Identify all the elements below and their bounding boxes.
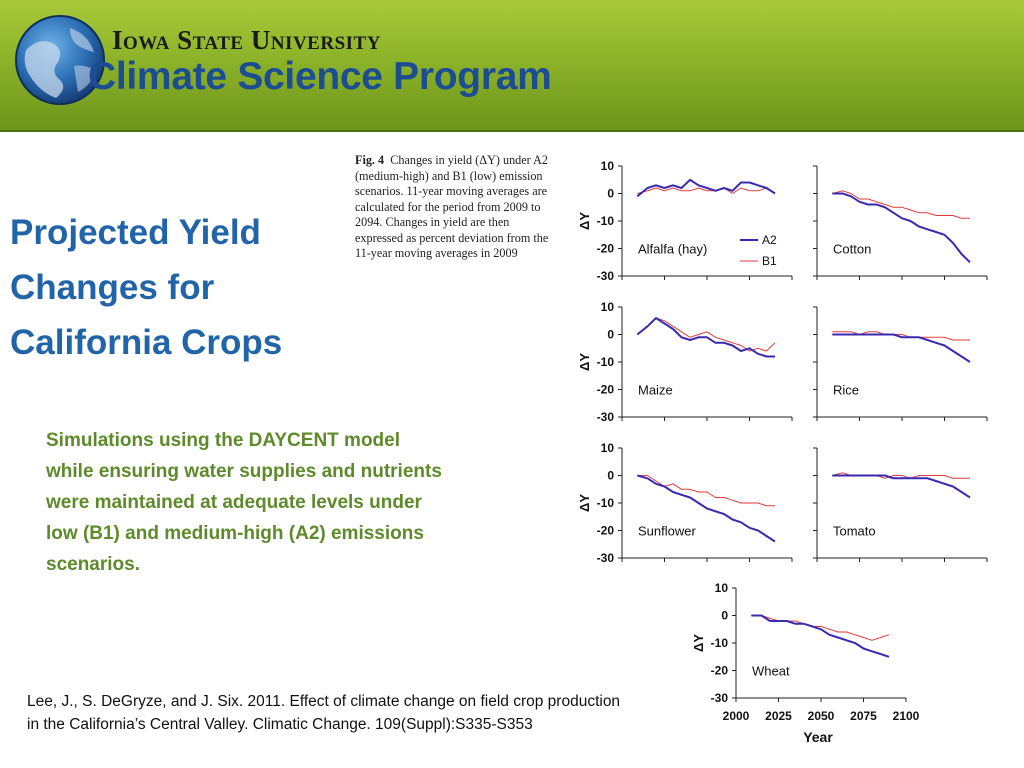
- series-a2-line: [636, 317, 775, 358]
- series-b1-line: [832, 331, 970, 341]
- y-axis-label: ΔY: [577, 353, 592, 371]
- series-b1-line: [751, 615, 890, 641]
- y-tick-label: -10: [597, 214, 615, 228]
- legend: A2 B1: [740, 233, 777, 268]
- y-tick-label: 10: [601, 300, 615, 314]
- x-tick-label: 2075: [850, 709, 877, 723]
- globe-icon: [15, 15, 105, 105]
- slide-title: Projected Yield Changes for California C…: [10, 213, 283, 362]
- panel-tomato: Tomato: [813, 447, 988, 562]
- panel-alfalfa-hay: 10 0 -10 -20 -30 ΔY Alfalfa (hay) A2 B1: [577, 159, 793, 283]
- y-tick-label: -20: [711, 664, 729, 678]
- y-axis-label: ΔY: [691, 634, 706, 652]
- panel-label: Cotton: [833, 242, 871, 257]
- y-tick-label: -30: [597, 551, 615, 565]
- series-a2-line: [636, 178, 776, 198]
- y-tick-label: -30: [597, 410, 615, 424]
- y-tick-label: 0: [607, 469, 614, 483]
- y-tick-label: 0: [607, 328, 614, 342]
- panel-label: Maize: [638, 383, 673, 398]
- y-tick-label: -10: [597, 355, 615, 369]
- y-tick-label: -20: [597, 383, 615, 397]
- panel-label: Rice: [833, 383, 859, 398]
- series-a2-line: [751, 614, 890, 658]
- y-tick-label: -20: [597, 242, 615, 256]
- x-axis-label: Year: [803, 729, 833, 745]
- series-a2-line: [832, 192, 971, 264]
- panel-sunflower: 10 0 -10 -20 -30 ΔY Sunflower: [577, 441, 793, 565]
- figure-caption: Fig. 4 Changes in yield (ΔY) under A2 (m…: [355, 153, 555, 262]
- panel-label: Sunflower: [638, 524, 696, 539]
- header-banner: Iowa State University Climate Science Pr…: [0, 0, 1024, 132]
- panel-label: Tomato: [833, 524, 876, 539]
- x-tick-label: 2000: [723, 709, 750, 723]
- panel-cotton: Cotton: [813, 165, 988, 280]
- y-tick-label: -30: [597, 269, 615, 283]
- x-tick-label: 2100: [893, 709, 920, 723]
- y-tick-label: 0: [607, 187, 614, 201]
- legend-entry-a2: A2: [762, 233, 777, 247]
- panel-rice: Rice: [813, 306, 988, 421]
- program-name: Climate Science Program: [88, 55, 552, 98]
- series-a2-line: [637, 474, 776, 543]
- citation: Lee, J., S. DeGryze, and J. Six. 2011. E…: [27, 693, 621, 733]
- y-tick-label: -30: [711, 691, 729, 705]
- university-name: Iowa State University: [112, 25, 381, 55]
- y-tick-label: 0: [721, 609, 728, 623]
- y-tick-label: 10: [601, 441, 615, 455]
- series-b1-line: [636, 317, 776, 352]
- y-tick-label: 10: [601, 159, 615, 173]
- x-tick-label: 2050: [808, 709, 835, 723]
- legend-entry-b1: B1: [762, 254, 777, 268]
- y-tick-label: 10: [715, 581, 729, 595]
- series-b1-line: [832, 190, 970, 219]
- y-tick-label: -20: [597, 524, 615, 538]
- series-b1-line: [637, 187, 776, 194]
- x-tick-label: 2025: [765, 709, 792, 723]
- figure-label: Fig. 4: [355, 153, 385, 167]
- series-a2-line: [832, 474, 971, 499]
- y-tick-label: -10: [597, 496, 615, 510]
- y-axis-label: ΔY: [577, 212, 592, 230]
- figure-caption-text: Changes in yield (ΔY) under A2 (medium-h…: [355, 153, 549, 260]
- series-b1-line: [637, 475, 775, 507]
- series-a2-line: [832, 333, 971, 363]
- summary-text: Simulations using the DAYCENT model whil…: [46, 430, 442, 575]
- panel-label: Wheat: [752, 664, 790, 679]
- y-axis-label: ΔY: [577, 494, 592, 512]
- panel-wheat: 10 0 -10 -20 -30 2000 2025 2050 2075 2100 ΔY Year Wh…: [691, 581, 920, 745]
- panel-maize: 10 0 -10 -20 -30 ΔY Maize: [577, 300, 793, 424]
- y-tick-label: -10: [711, 636, 729, 650]
- panel-label: Alfalfa (hay): [638, 242, 707, 257]
